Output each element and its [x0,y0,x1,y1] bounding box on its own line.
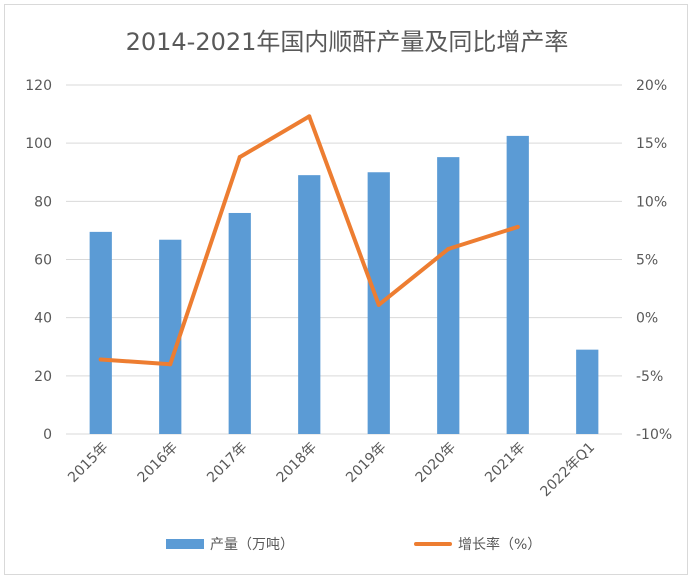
growth-point [446,247,451,252]
growth-point [237,155,242,160]
x-tick-label: 2018年 [274,440,320,486]
growth-point [515,224,520,229]
bar [159,239,182,434]
y-right-tick-label: 5% [636,253,658,269]
legend-item-growth: 增长率（%） [414,534,541,554]
x-tick-label: 2021年 [482,440,528,486]
x-tick-label: 2015年 [65,440,111,486]
x-tick-label: 2019年 [343,440,389,486]
y-left-tick-label: 100 [25,136,52,152]
x-tick-label: 2016年 [135,440,181,486]
legend-label-growth: 增长率（%） [458,537,542,553]
legend-swatch-output [166,539,204,549]
bar [298,175,321,435]
y-right-tick-label: -10% [636,427,672,443]
bar [228,212,251,434]
y-right-tick-label: 10% [636,194,667,210]
growth-point [307,114,312,119]
x-tick-label: 2022年Q1 [538,440,599,501]
y-left-tick-label: 20 [34,369,52,385]
y-right-tick-label: 15% [636,136,667,152]
bar [437,157,460,435]
bar [506,135,529,435]
y-right-tick-label: 0% [636,311,658,327]
y-right-tick-label: -5% [636,369,663,385]
chart-title: 2014-2021年国内顺酐产量及同比增产率 [125,28,569,56]
y-left-tick-label: 120 [25,78,52,94]
x-tick-label: 2017年 [204,440,250,486]
growth-point [98,357,103,362]
x-tick-label: 2020年 [413,440,459,486]
y-left-tick-label: 0 [43,427,52,443]
legend-label-output: 产量（万吨） [210,537,294,553]
bar [89,231,112,434]
bar [576,349,599,434]
y-left-tick-label: 80 [34,194,52,210]
y-right-tick-label: 20% [636,78,667,94]
y-left-tick-label: 60 [34,253,52,269]
growth-point [168,362,173,367]
chart-frame [4,4,688,575]
legend-item-output: 产量（万吨） [166,534,294,554]
growth-point [376,302,381,307]
legend-swatch-growth [414,542,452,546]
y-left-tick-label: 40 [34,311,52,327]
